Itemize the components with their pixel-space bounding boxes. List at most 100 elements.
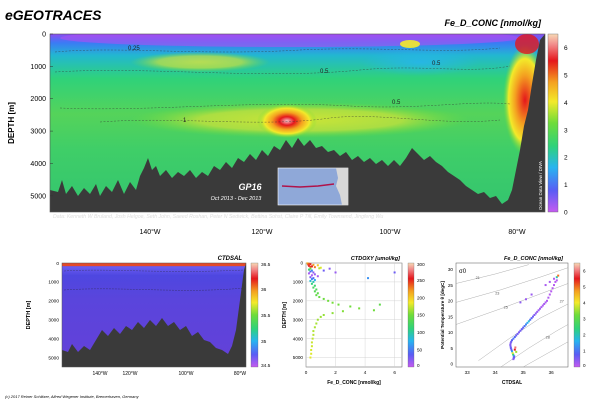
ctdoxy-point: [309, 276, 312, 279]
ctdoxy-point: [378, 303, 381, 306]
ts-isopycnal-label: 21: [476, 276, 480, 280]
ts-point: [511, 339, 513, 342]
ctdoxy-point: [309, 263, 312, 266]
main-section-plot: Fe_D_CONC [nmol/kg] 01000200030004000500…: [7, 18, 568, 236]
ts-point: [525, 323, 527, 326]
main-y-axis-label: DEPTH [m]: [7, 102, 16, 144]
ctdsal-y-axis-label: DEPTH [m]: [26, 300, 32, 329]
ctdoxy-point: [309, 265, 312, 268]
ctdoxy-point: [316, 318, 319, 321]
ts-point: [513, 336, 516, 339]
ts-title: Fe_D_CONC [nmol/kg]: [504, 256, 563, 262]
ctdoxy-y-tick-label: 4000: [293, 336, 304, 341]
ts-isopycnal-label: 23: [495, 292, 499, 296]
ts-point: [515, 350, 518, 353]
ctdsal-x-tick-label: 120°W: [122, 371, 137, 377]
ctdoxy-y-tick-label: 1000: [293, 280, 304, 285]
ctdoxy-x-tick-label: 0: [305, 370, 308, 375]
ctdoxy-point: [313, 279, 316, 282]
ts-point: [544, 284, 547, 287]
ts-point: [512, 337, 515, 340]
inset-map-cruise-track: [281, 183, 335, 188]
ctdsal-title: CTDSAL: [218, 256, 243, 262]
ctdoxy-x-tick-labels: 0 2 4 6: [305, 370, 397, 375]
ctdoxy-colorbar-tick-label: 300: [417, 262, 425, 267]
ts-point: [509, 345, 512, 348]
ts-point: [548, 280, 551, 283]
ctdoxy-point: [311, 337, 314, 340]
ts-x-axis-label: CTDSAL: [502, 380, 522, 386]
ctdoxy-point: [334, 271, 337, 274]
ctdoxy-point: [328, 267, 331, 270]
main-colorbar-tick-label: 4: [564, 100, 568, 107]
main-colorbar-tick-label: 1: [564, 182, 568, 189]
ctdoxy-point: [316, 275, 319, 278]
main-x-tick-label: 120°W: [251, 228, 272, 236]
ts-point: [525, 298, 527, 301]
ts-x-tick-label: 34: [493, 370, 499, 375]
ctdsal-x-tick-label: 80°W: [234, 371, 247, 377]
ts-point: [544, 301, 547, 304]
main-colorbar-tick-label: 6: [564, 45, 568, 52]
main-colorbar: [547, 33, 559, 213]
ctdoxy-point: [310, 341, 313, 344]
ctdoxy-point: [309, 356, 312, 359]
ctdoxy-point: [312, 286, 315, 289]
ts-isopycnal-label: 27: [560, 299, 564, 303]
ts-point: [518, 331, 520, 334]
ctdoxy-colorbar-tick-label: 50: [417, 347, 423, 352]
ts-y-tick-label: 0: [450, 362, 453, 367]
ts-point: [519, 301, 522, 304]
main-colorbar-tick-label: 3: [564, 127, 568, 134]
ts-point: [529, 318, 532, 321]
ctdsal-x-tick-labels: 140°W 120°W 100°W 80°W: [92, 371, 246, 377]
ctdoxy-point: [312, 263, 315, 266]
ts-isopycnal-label: 25: [504, 306, 508, 310]
ctdoxy-point: [312, 333, 315, 336]
ctdoxy-point: [309, 267, 312, 270]
ctdoxy-point: [327, 299, 330, 302]
ctdsal-colorbar-tick-label: 35.5: [261, 313, 271, 319]
ts-point: [509, 347, 512, 350]
ts-x-tick-label: 35: [521, 370, 527, 375]
ctdsal-colorbar: [250, 262, 259, 368]
ts-y-axis-label: Potential Temperature θ [degC]: [440, 281, 445, 349]
ctdsal-contours: [63, 269, 245, 291]
main-y-tick-label: 3000: [30, 129, 46, 136]
ctdoxy-colorbar-tick-label: 150: [417, 313, 425, 318]
ctdoxy-x-tick-label: 4: [364, 370, 367, 375]
ctdoxy-point: [310, 265, 313, 268]
ctdoxy-point: [315, 294, 318, 297]
inset-map: [277, 167, 349, 206]
ts-point: [520, 328, 523, 331]
contour-line-0.5: [54, 65, 511, 74]
ctdoxy-point: [312, 271, 315, 274]
ctdoxy-point: [312, 330, 315, 333]
main-y-tick-label: 0: [42, 32, 46, 39]
page-title: eGEOTRACES: [5, 7, 102, 23]
ctdoxy-frame: [305, 262, 403, 368]
ctdoxy-point: [322, 297, 325, 300]
ts-point: [510, 340, 513, 343]
ts-point: [550, 290, 553, 293]
ctdoxy-y-tick-labels: 0 1000 2000 3000 4000 5000: [293, 261, 304, 361]
ctdsal-section-plot: CTDSAL 0 1000 2000 3000 4000 5000 DEPTH [m] 1…: [26, 256, 271, 377]
ts-isopycnal-label: 28: [546, 336, 550, 340]
ctdsal-y-tick-label: 1000: [48, 280, 59, 286]
ctdoxy-point: [310, 282, 313, 285]
main-x-tick-label: 80°W: [508, 228, 526, 236]
ctdoxy-point: [316, 264, 319, 267]
main-bathymetry: [50, 34, 545, 212]
ctdoxy-y-tick-label: 3000: [293, 317, 304, 322]
contour-line-0.25: [54, 47, 501, 53]
ctdoxy-y-tick-label: 0: [300, 261, 303, 266]
ctdoxy-grid: [305, 262, 402, 367]
main-colorbar-tick-label: 5: [564, 73, 568, 80]
ctdsal-colorbar-tick-label: 36: [261, 287, 267, 293]
ts-point: [511, 350, 513, 353]
ctdoxy-point: [310, 274, 313, 277]
surface-purple-band: [60, 34, 520, 47]
ts-point: [515, 334, 518, 337]
contour-label-1: 0.25: [128, 46, 140, 52]
contour-label-4: 0.5: [392, 100, 401, 106]
